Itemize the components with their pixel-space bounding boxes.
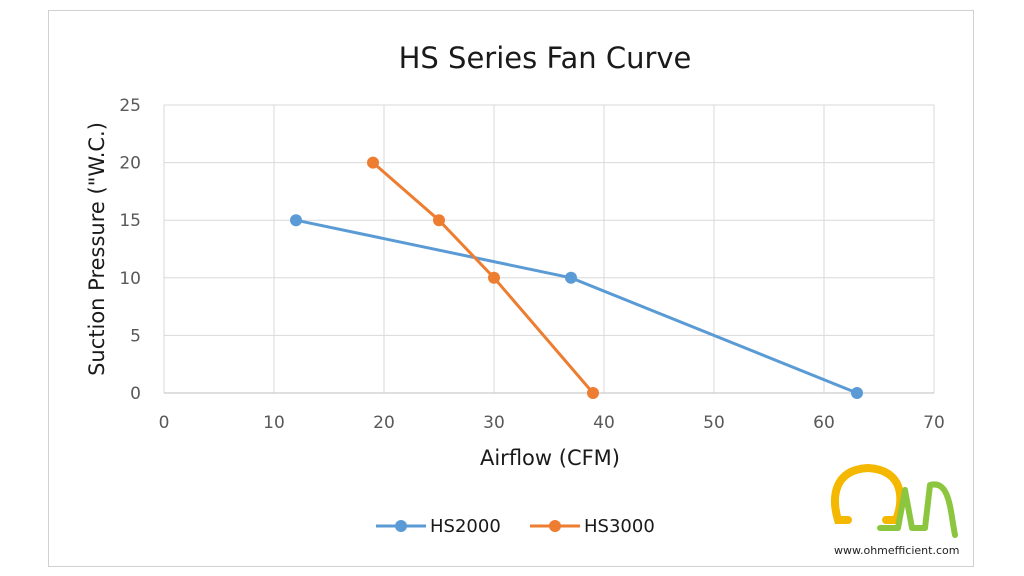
y-axis-label: Suction Pressure ("W.C.) bbox=[85, 122, 109, 376]
y-tick-label: 0 bbox=[130, 384, 141, 404]
x-tick-label: 60 bbox=[813, 413, 835, 433]
y-tick-label: 5 bbox=[130, 326, 141, 346]
y-tick-label: 20 bbox=[119, 154, 141, 174]
legend-label-hs3000: HS3000 bbox=[584, 516, 655, 537]
y-tick-label: 25 bbox=[119, 96, 141, 116]
series-line-hs2000 bbox=[295, 218, 858, 395]
y-tick-label: 10 bbox=[119, 269, 141, 289]
legend-marker-hs3000 bbox=[549, 520, 561, 532]
legend-marker-hs2000 bbox=[395, 520, 407, 532]
legend-label-hs2000: HS2000 bbox=[430, 516, 501, 537]
logo bbox=[831, 463, 958, 538]
x-tick-label: 70 bbox=[923, 413, 945, 433]
data-point-hs3000 bbox=[367, 156, 379, 169]
logo-url: www.ohmefficient.com bbox=[834, 544, 960, 557]
x-axis-label: Airflow (CFM) bbox=[480, 446, 620, 470]
data-point-hs3000 bbox=[488, 271, 500, 284]
data-point-hs3000 bbox=[433, 214, 445, 227]
data-point-hs2000 bbox=[565, 271, 577, 284]
x-tick-label: 10 bbox=[263, 413, 285, 433]
x-tick-label: 40 bbox=[593, 413, 615, 433]
data-point-hs3000 bbox=[587, 387, 599, 399]
data-point-hs2000 bbox=[851, 387, 863, 399]
chart-title: HS Series Fan Curve bbox=[399, 41, 692, 75]
y-tick-label: 15 bbox=[119, 211, 141, 231]
x-tick-label: 30 bbox=[483, 413, 505, 433]
data-point-hs2000 bbox=[290, 214, 302, 227]
x-tick-label: 50 bbox=[703, 413, 725, 433]
x-tick-label: 20 bbox=[373, 413, 395, 433]
chart-frame bbox=[48, 10, 974, 567]
series-line-hs3000 bbox=[372, 161, 595, 394]
x-tick-label: 0 bbox=[159, 413, 170, 433]
